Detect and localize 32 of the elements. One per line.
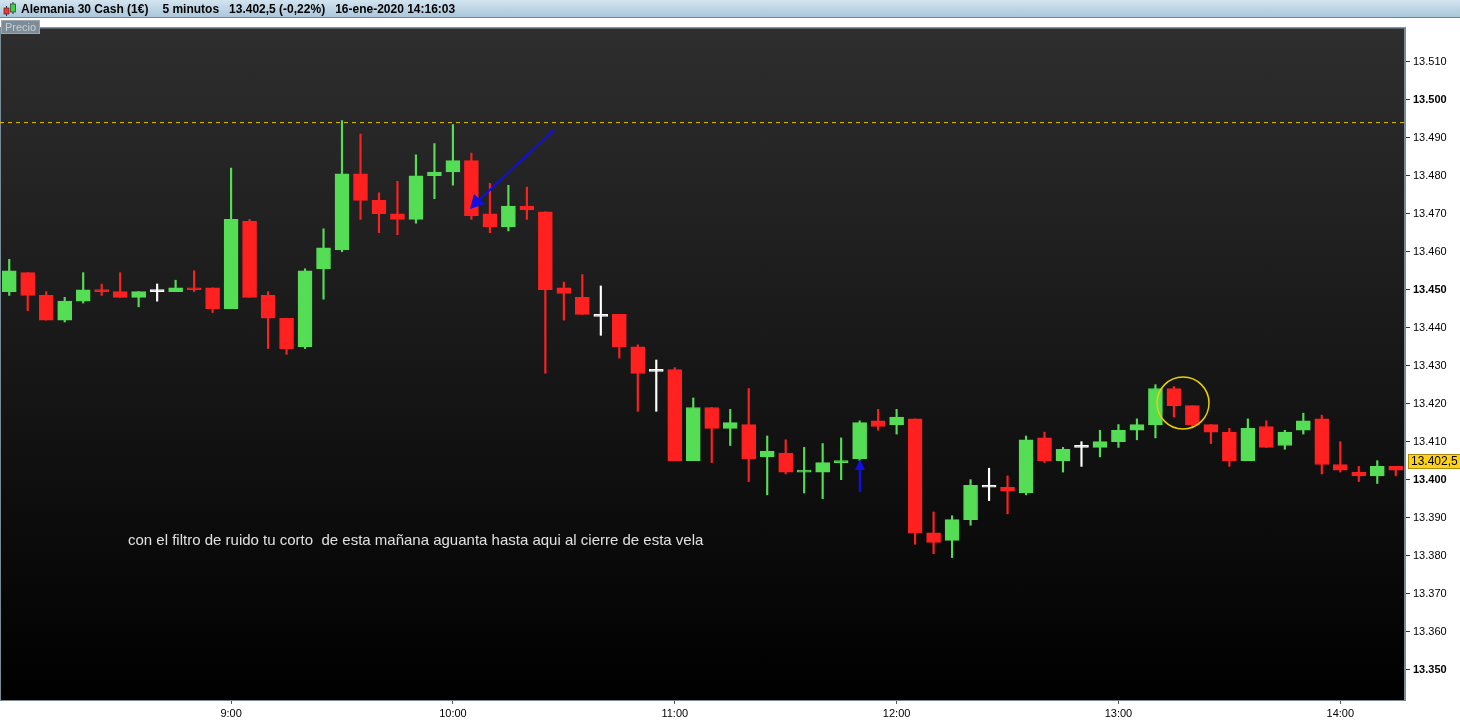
- y-tick-label: 13.410: [1412, 434, 1447, 447]
- y-tick-label: 13.370: [1412, 586, 1447, 599]
- annotation: con el filtro de ruido tu corto de esta mañana aguanta hasta aqui al cierre de esta vela: [128, 531, 704, 548]
- y-tick-label: 13.420: [1412, 396, 1447, 409]
- y-tick-label: 13.390: [1412, 510, 1447, 523]
- y-tick-label: 13.440: [1412, 320, 1447, 333]
- candlestick: [1074, 441, 1089, 467]
- y-tick-label: 13.380: [1412, 548, 1447, 561]
- y-tick-label: 13.350: [1412, 662, 1447, 675]
- x-tick-label: 12:00: [882, 706, 911, 719]
- candlestick: [316, 228, 331, 300]
- y-tick-label: 13.470: [1412, 206, 1447, 219]
- chart-title: Alemania 30 Cash (1€): [21, 1, 149, 16]
- candlestick: [390, 181, 405, 235]
- y-tick-label: 13.360: [1412, 624, 1447, 637]
- y-tick-label: 13.430: [1412, 358, 1447, 371]
- x-tick-label: 10:00: [439, 706, 467, 719]
- y-tick-label: 13.480: [1412, 168, 1447, 181]
- annotation: Precio: [1, 20, 41, 34]
- text: 13.402,5: [1408, 454, 1460, 469]
- x-tick-label: 11:00: [661, 706, 689, 719]
- y-tick-label: 13.400: [1412, 472, 1447, 485]
- candlestick: [353, 133, 368, 220]
- chart-subtitle: 5 minutos 13.402,5 (-0,22%) 16-ene-2020 14:16:03: [162, 1, 456, 16]
- y-tick-label: 13.450: [1412, 282, 1447, 295]
- x-tick-label: 13:00: [1104, 706, 1133, 719]
- x-tick-label: 14:00: [1326, 706, 1355, 719]
- y-tick-label: 13.460: [1412, 244, 1447, 257]
- y-tick-label: 13.510: [1412, 54, 1447, 67]
- y-tick-label: 13.490: [1412, 130, 1447, 143]
- y-tick-label: 13.500: [1412, 92, 1447, 105]
- x-tick-label: 9:00: [220, 706, 242, 719]
